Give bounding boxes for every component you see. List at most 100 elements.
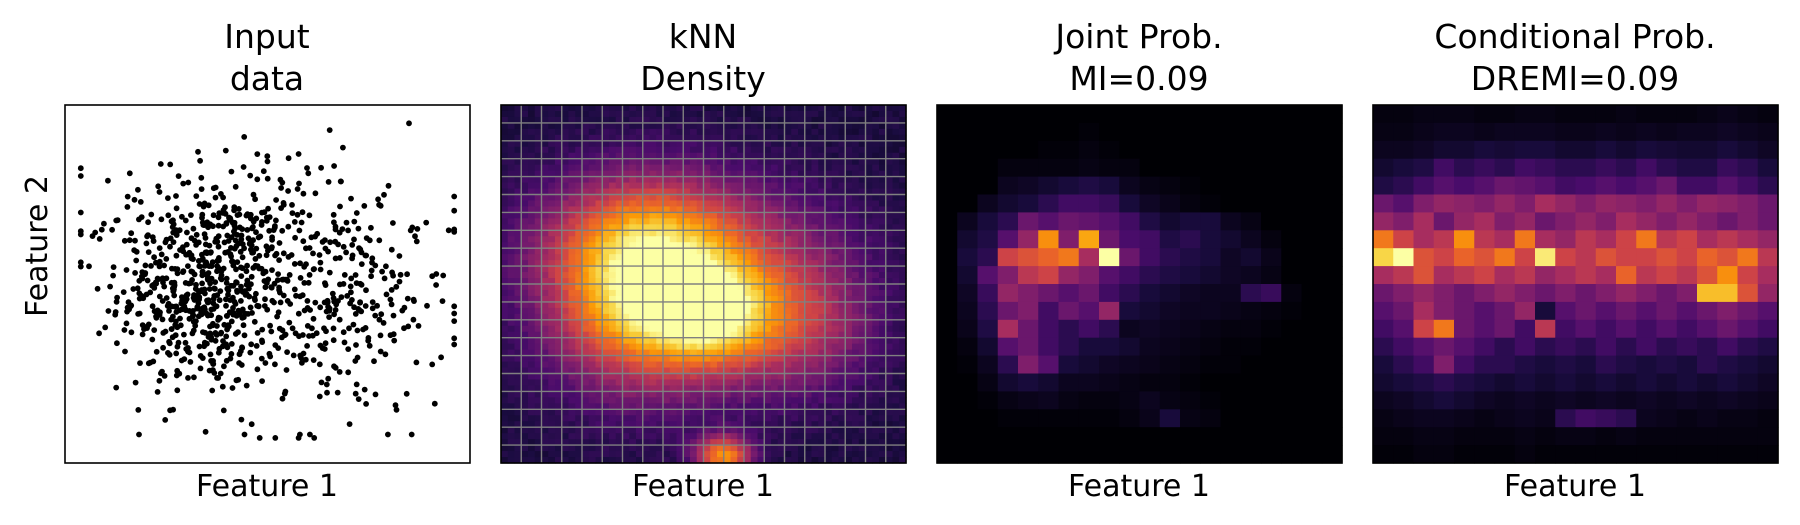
heatmap-cell: [568, 421, 576, 428]
heatmap-cell: [771, 313, 779, 321]
heatmap-cell: [690, 373, 698, 381]
heatmap-cell: [804, 134, 813, 142]
heatmap-cell: [676, 284, 684, 291]
heatmap-cell: [750, 146, 759, 154]
heatmap-cell: [521, 313, 529, 321]
scatter-point: [195, 305, 201, 311]
heatmap-cell: [892, 218, 900, 225]
heatmap-cell: [710, 331, 718, 339]
scatter-point: [227, 355, 234, 362]
heatmap-cell: [561, 134, 570, 142]
scatter-point: [164, 303, 171, 309]
heatmap-cell: [602, 295, 610, 303]
heatmap-cell: [831, 361, 840, 369]
heatmap-cell: [1240, 248, 1262, 267]
heatmap-cell: [818, 206, 826, 213]
scatter-point: [272, 252, 278, 259]
heatmap-cell: [642, 415, 651, 422]
heatmap-cell: [997, 105, 1019, 124]
heatmap-cell: [865, 230, 873, 237]
heatmap-cell: [507, 176, 516, 184]
heatmap-cell: [872, 152, 880, 160]
scatter-point: [310, 357, 317, 363]
scatter-point: [224, 313, 231, 319]
heatmap-cell: [501, 272, 509, 279]
heatmap-cell: [1099, 355, 1120, 375]
heatmap-cell: [865, 421, 873, 428]
heatmap-cell: [858, 451, 867, 458]
heatmap-cell: [717, 182, 725, 190]
heatmap-cell: [663, 272, 671, 279]
heatmap-cell: [937, 176, 958, 196]
heatmap-cell: [1018, 266, 1039, 285]
heatmap-cell: [568, 236, 576, 243]
scatter-point: [156, 189, 163, 195]
heatmap-cell: [831, 307, 840, 315]
heatmap-cell: [703, 200, 711, 208]
heatmap-cell: [892, 319, 900, 327]
heatmap-cell: [777, 284, 786, 291]
scatter-point: [332, 307, 339, 313]
heatmap-cell: [561, 385, 570, 392]
heatmap-cell: [548, 242, 556, 249]
heatmap-cell: [622, 224, 630, 231]
heatmap-cell: [690, 284, 698, 291]
heatmap-cell: [717, 152, 725, 160]
heatmap-cell: [521, 260, 529, 267]
heatmap-cell: [703, 110, 711, 118]
heatmap-cell: [649, 289, 657, 297]
scatter-point: [247, 172, 254, 179]
heatmap-cell: [595, 415, 603, 422]
heatmap-cell: [825, 289, 833, 297]
heatmap-cell: [872, 355, 880, 363]
heatmap-cell: [568, 337, 576, 345]
heatmap-cell: [885, 367, 894, 375]
scatter-point: [163, 295, 170, 301]
heatmap-cell: [588, 206, 597, 213]
heatmap-cell: [1240, 122, 1262, 142]
scatter-point: [365, 337, 372, 344]
scatter-point: [189, 269, 196, 275]
scatter-point: [198, 309, 205, 316]
scatter-point: [157, 161, 164, 167]
heatmap-cell: [588, 140, 597, 148]
heatmap-cell: [825, 170, 833, 178]
scatter-point: [263, 214, 270, 221]
heatmap-cell: [548, 272, 556, 279]
heatmap-cell: [1301, 105, 1323, 124]
heatmap-cell: [764, 212, 772, 219]
scatter-point: [225, 238, 232, 244]
heatmap-cell: [1240, 284, 1262, 303]
heatmap-cell: [555, 331, 563, 339]
heatmap-cell: [690, 170, 698, 178]
heatmap-cell: [636, 331, 644, 339]
heatmap-cell: [1099, 319, 1120, 339]
heatmap-cell: [710, 224, 718, 231]
heatmap-cell: [656, 146, 664, 154]
heatmap-cell: [696, 158, 705, 166]
heatmap-cell: [595, 218, 603, 225]
heatmap-cell: [615, 301, 624, 309]
heatmap-cell: [764, 284, 772, 291]
heatmap-cell: [656, 451, 664, 458]
scatter-point: [451, 310, 458, 317]
heatmap-cell: [723, 343, 732, 351]
heatmap-cell: [568, 105, 576, 112]
heatmap-cell: [575, 391, 583, 398]
heatmap-cell: [1200, 266, 1222, 285]
heatmap-cell: [865, 224, 873, 231]
heatmap-cell: [997, 248, 1019, 267]
scatter-point: [362, 252, 369, 259]
heatmap-cell: [784, 343, 792, 351]
heatmap-cell: [777, 260, 786, 267]
heatmap-cell: [784, 313, 792, 321]
heatmap-cell: [845, 349, 853, 357]
heatmap-cell: [730, 385, 738, 392]
heatmap-cell: [703, 385, 711, 392]
heatmap-cell: [892, 278, 900, 285]
heatmap-cell: [656, 254, 664, 261]
heatmap-cell: [507, 218, 516, 225]
heatmap-cell: [507, 445, 516, 452]
scatter-point: [376, 201, 382, 208]
heatmap-cell: [744, 128, 752, 136]
